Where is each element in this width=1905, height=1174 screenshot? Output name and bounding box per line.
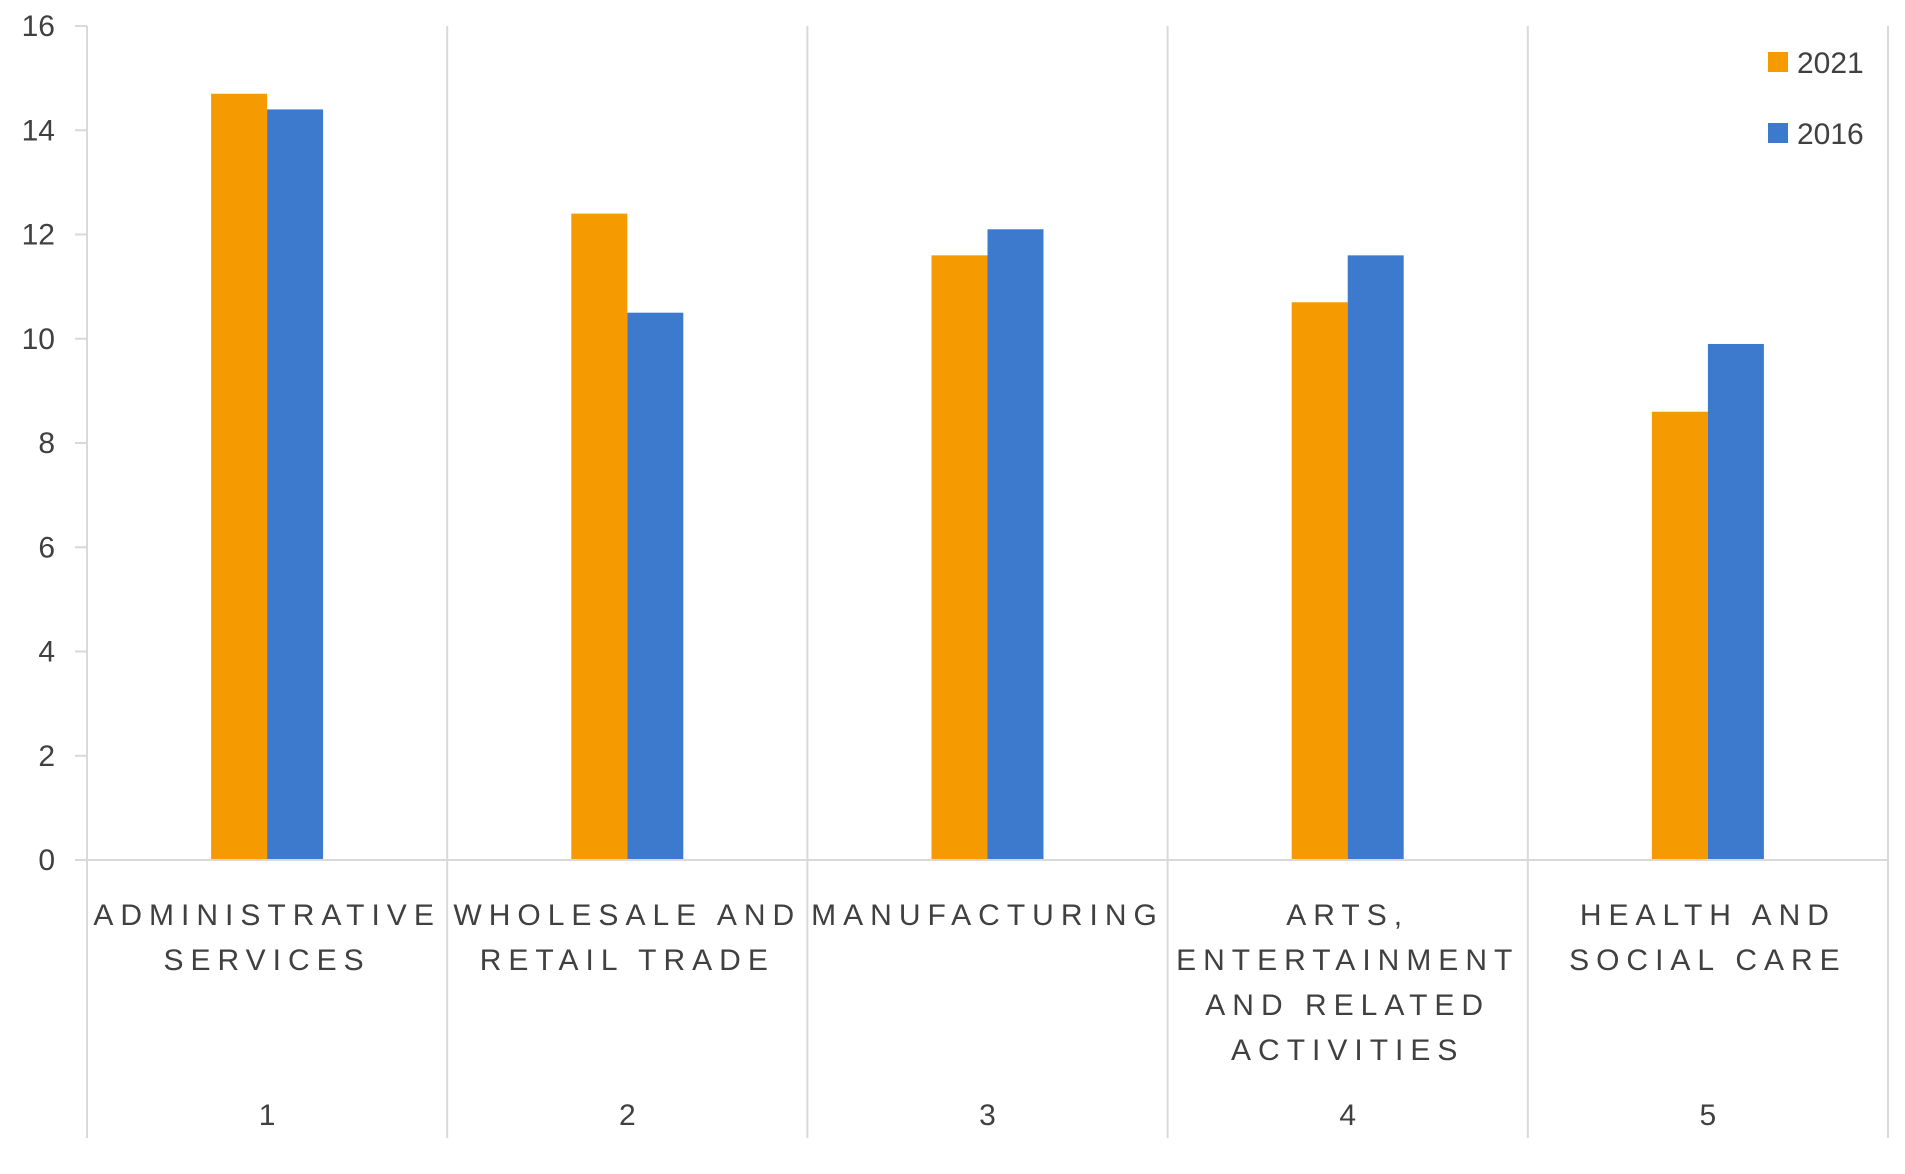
bar-2021-cat-1 — [211, 93, 268, 860]
bar-2021-cat-2 — [571, 213, 628, 860]
bar-2021-cat-3 — [931, 255, 988, 861]
bar-2016-cat-5 — [1707, 343, 1764, 860]
category-label-line: HEALTH AND — [1580, 899, 1836, 932]
y-tick-label: 2 — [38, 740, 55, 773]
y-tick-label: 10 — [22, 323, 55, 356]
category-label-line: RETAIL TRADE — [480, 944, 775, 977]
bar-2016-cat-3 — [987, 229, 1044, 861]
bar-2016-cat-2 — [627, 312, 684, 860]
y-tick-label: 6 — [38, 531, 55, 564]
legend-swatch-2021 — [1768, 52, 1788, 72]
legend-label-2016: 2016 — [1797, 118, 1864, 151]
y-tick-label: 0 — [38, 844, 55, 877]
category-label-line: ACTIVITIES — [1231, 1034, 1464, 1067]
x-axis-category-labels: ADMINISTRATIVE SERVICES 1 WHOLESALE AND RETA… — [93, 899, 1847, 1132]
category-label-line: ADMINISTRATIVE — [93, 899, 440, 932]
category-group-label: 1 — [259, 1099, 276, 1132]
category-group-label: 5 — [1700, 1099, 1717, 1132]
category-label-line: ENTERTAINMENT — [1176, 944, 1519, 977]
category-label-line: MANUFACTURING — [811, 899, 1164, 932]
y-tick-label: 8 — [38, 427, 55, 460]
category-label-line: ARTS, — [1286, 899, 1409, 932]
y-tick-label: 16 — [22, 10, 55, 43]
category-group-label: 4 — [1339, 1099, 1356, 1132]
category-label-line: SERVICES — [164, 944, 371, 977]
axes — [75, 25, 1888, 861]
category-label-line: SOCIAL CARE — [1569, 944, 1847, 977]
category-gridlines — [86, 26, 1889, 1138]
y-axis-tick-labels: 0 2 4 6 8 10 12 14 16 — [22, 10, 55, 877]
legend: 2021 2016 — [1768, 47, 1864, 151]
bar-2016-cat-4 — [1347, 255, 1404, 861]
category-group-label: 3 — [979, 1099, 996, 1132]
bar-2016-cat-1 — [267, 109, 324, 860]
category-label-line: WHOLESALE AND — [453, 899, 801, 932]
category-label-line: AND RELATED — [1205, 989, 1490, 1022]
bar-2021-cat-5 — [1651, 411, 1708, 860]
y-tick-label: 14 — [22, 114, 55, 147]
legend-swatch-2016 — [1768, 123, 1788, 143]
category-group-label: 2 — [619, 1099, 636, 1132]
legend-label-2021: 2021 — [1797, 47, 1864, 80]
y-tick-label: 4 — [38, 636, 55, 669]
bar-2021-cat-4 — [1291, 302, 1348, 860]
bars — [211, 93, 1764, 861]
y-tick-label: 12 — [22, 219, 55, 252]
